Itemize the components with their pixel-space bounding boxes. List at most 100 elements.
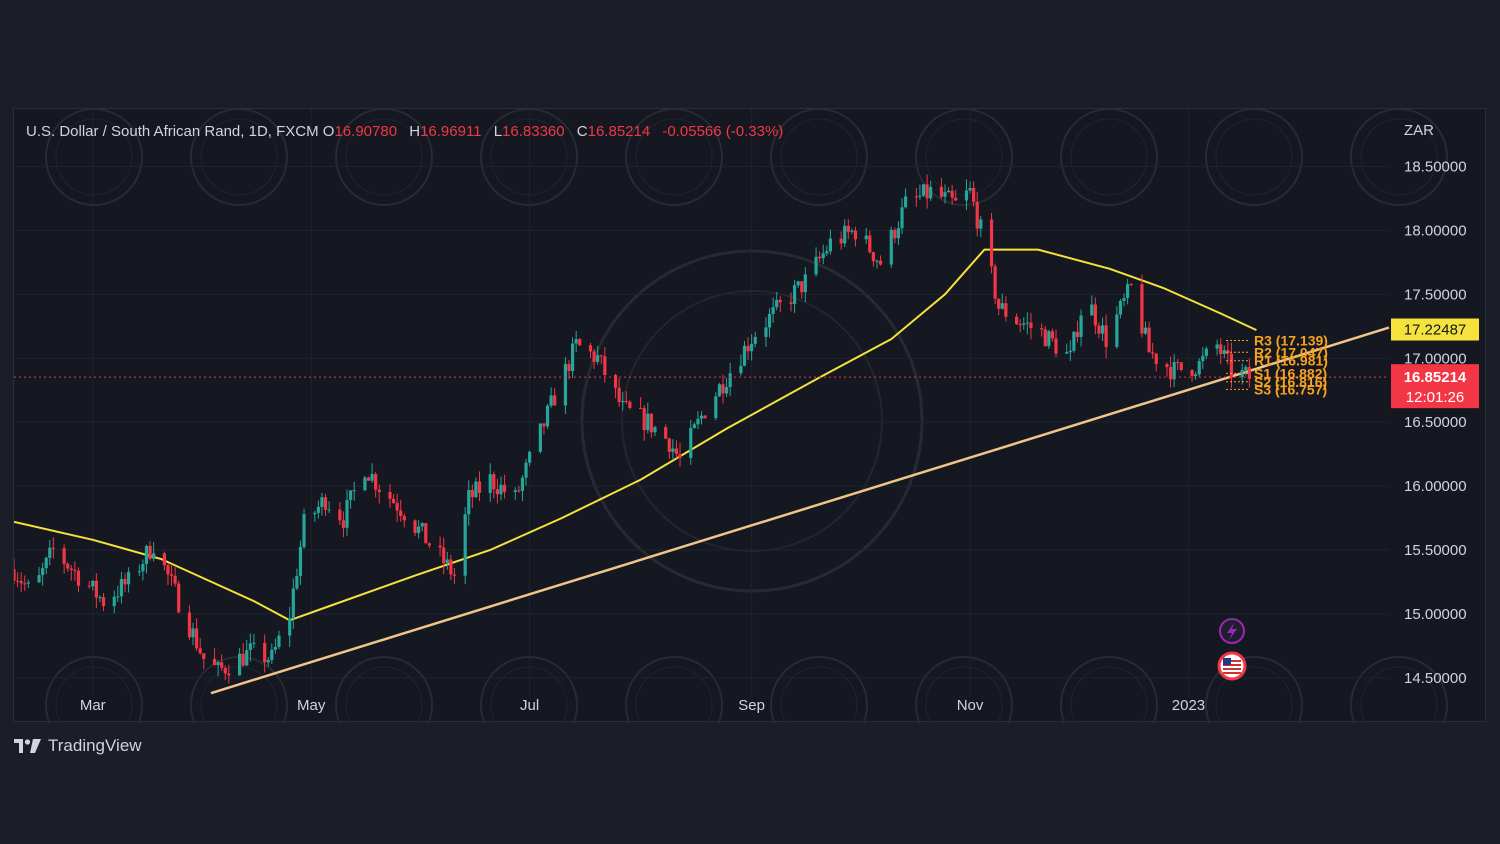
candle-body bbox=[1072, 331, 1076, 351]
pivot-label: S3 (16.757) bbox=[1254, 381, 1327, 397]
candle-body bbox=[520, 477, 525, 491]
candle-body bbox=[1040, 328, 1044, 330]
candle-body bbox=[918, 195, 922, 197]
candle-body bbox=[327, 509, 331, 511]
x-tick-label: 2023 bbox=[1172, 697, 1205, 714]
watermark-seal-ring bbox=[1215, 666, 1293, 723]
candle-body bbox=[420, 523, 424, 527]
candle-body bbox=[1025, 322, 1029, 324]
candle-body bbox=[739, 365, 743, 374]
pivot-levels: R3 (17.139)R2 (17.047)R1 (16.981)S1 (16.… bbox=[1226, 332, 1328, 397]
watermark-seal-ring bbox=[635, 666, 713, 723]
watermark-seal-icon bbox=[335, 109, 433, 206]
candle-body bbox=[1068, 350, 1072, 353]
tradingview-brand[interactable]: TradingView bbox=[14, 736, 142, 756]
watermark-seal-ring bbox=[1360, 118, 1438, 196]
candle-body bbox=[1079, 315, 1083, 337]
candle-body bbox=[1172, 362, 1176, 380]
candle-body bbox=[699, 415, 704, 419]
close-label: C bbox=[576, 123, 588, 140]
open-value: 16.90780 bbox=[334, 123, 398, 140]
watermark-seal-icon bbox=[1350, 109, 1448, 206]
candle-body bbox=[878, 260, 883, 265]
candle-body bbox=[162, 553, 166, 566]
candle-body bbox=[1047, 331, 1051, 347]
candle-body bbox=[1090, 304, 1094, 316]
candle-body bbox=[603, 356, 607, 376]
ascending-trend-line bbox=[210, 326, 1390, 695]
candle-body bbox=[896, 228, 901, 239]
tradingview-logo-icon bbox=[14, 739, 41, 753]
candle-body bbox=[14, 569, 16, 581]
candle-body bbox=[717, 384, 722, 397]
watermark-seal-icon bbox=[45, 109, 143, 206]
chart-svg[interactable]: R3 (17.139)R2 (17.047)R1 (16.981)S1 (16.… bbox=[14, 109, 1487, 723]
candle-body bbox=[323, 497, 328, 510]
candle-body bbox=[696, 418, 700, 425]
candle-body bbox=[664, 427, 668, 439]
candle-body bbox=[220, 662, 224, 668]
flag-stripe bbox=[1223, 672, 1241, 674]
candle-body bbox=[993, 266, 997, 299]
pivot-label: R1 (16.981) bbox=[1254, 353, 1328, 369]
candle-body bbox=[639, 407, 643, 409]
y-tick-label: 18.00000 bbox=[1404, 222, 1467, 239]
candle-body bbox=[588, 345, 593, 352]
y-tick-label: 15.00000 bbox=[1404, 606, 1467, 623]
candle-body bbox=[395, 503, 399, 511]
candle-body bbox=[1018, 324, 1022, 326]
candle-body bbox=[767, 313, 772, 328]
candle-body bbox=[216, 662, 220, 666]
watermark-seal-icon bbox=[770, 109, 868, 206]
y-tick-label: 14.50000 bbox=[1404, 670, 1467, 687]
watermark-seal-icon bbox=[1205, 109, 1303, 206]
flag-stripe bbox=[1223, 664, 1241, 666]
watermark-seal-ring bbox=[925, 666, 1003, 723]
candle-body bbox=[1194, 374, 1198, 376]
candle-body bbox=[442, 547, 446, 564]
candle-body bbox=[352, 490, 356, 492]
candle-body bbox=[628, 401, 632, 408]
candle-body bbox=[1147, 327, 1151, 353]
candle-body bbox=[875, 260, 879, 262]
candle-body bbox=[195, 628, 199, 649]
candle-body bbox=[470, 490, 474, 498]
candle-body bbox=[1029, 322, 1033, 329]
candle-body bbox=[263, 642, 267, 663]
countdown-value: 12:01:26 bbox=[1406, 389, 1464, 406]
symbol-title[interactable]: U.S. Dollar / South African Rand, 1D, FX… bbox=[26, 123, 319, 140]
candle-body bbox=[617, 387, 621, 403]
candle-body bbox=[1118, 300, 1123, 315]
candle-body bbox=[495, 489, 499, 495]
candle-body bbox=[1244, 367, 1248, 370]
candle-body bbox=[674, 448, 679, 454]
candle-body bbox=[549, 395, 553, 406]
x-tick-label: Sep bbox=[738, 697, 765, 714]
candle-body bbox=[26, 582, 30, 584]
watermark-seal-ring bbox=[1215, 118, 1293, 196]
candle-body bbox=[44, 557, 48, 569]
candle-body bbox=[1247, 367, 1251, 379]
pivot-label: S2 (16.816) bbox=[1254, 374, 1327, 390]
candles bbox=[14, 174, 1251, 684]
chart-panel[interactable]: R3 (17.139) R2 (17.047) R1 (16.981) S1 (16.… bbox=[13, 108, 1487, 723]
candle-body bbox=[499, 484, 503, 495]
candle-body bbox=[871, 252, 875, 262]
watermark-seal-icon bbox=[625, 656, 723, 723]
watermark-seal-ring bbox=[490, 118, 568, 196]
candle-body bbox=[388, 491, 392, 499]
candle-body bbox=[1179, 362, 1183, 371]
candle-body bbox=[764, 327, 768, 337]
watermark-seal-ring bbox=[490, 666, 568, 723]
candle-body bbox=[1219, 344, 1223, 355]
candle-body bbox=[98, 597, 102, 599]
price-tags: 17.22487 16.85214 12:01:26 bbox=[1391, 318, 1479, 409]
last-price-tag bbox=[1391, 364, 1479, 409]
candle-body bbox=[778, 299, 782, 303]
candle-body bbox=[1093, 304, 1097, 326]
candle-body bbox=[925, 184, 929, 199]
ma-price-tag bbox=[1391, 318, 1479, 341]
candle-body bbox=[1015, 316, 1019, 325]
event-markers[interactable] bbox=[1217, 618, 1247, 681]
high-label: H bbox=[409, 123, 421, 140]
